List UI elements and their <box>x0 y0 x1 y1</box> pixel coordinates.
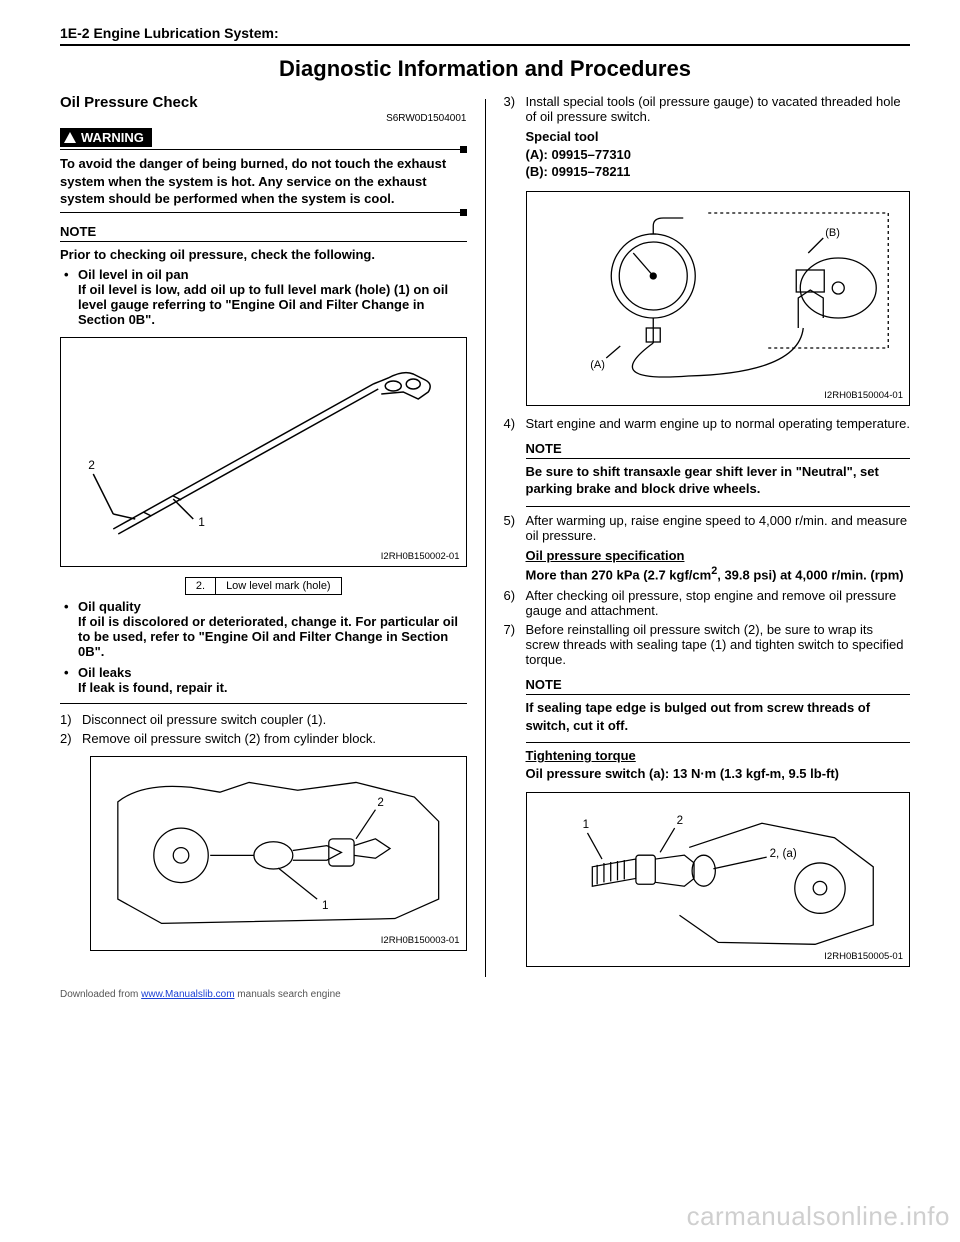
special-tool-block: Special tool (A): 09915–77310 (B): 09915… <box>504 128 911 181</box>
bullet-head: Oil quality <box>78 599 141 614</box>
step-num: 5) <box>504 513 526 543</box>
gauge-svg: (A) (B) <box>533 198 904 393</box>
step-num: 2) <box>60 731 82 746</box>
footer-left-post: manuals search engine <box>235 989 341 1000</box>
column-separator <box>485 99 486 977</box>
step: 5) After warming up, raise engine speed … <box>504 513 911 543</box>
figure-id: I2RH0B150002-01 <box>381 551 460 562</box>
step-num: 6) <box>504 588 526 618</box>
note-text: Be sure to shift transaxle gear shift le… <box>526 463 911 498</box>
torque-body: Oil pressure switch (a): 13 N·m (1.3 kgf… <box>526 765 911 783</box>
oil-spec-block: Oil pressure specification More than 270… <box>504 547 911 584</box>
note-head: NOTE <box>526 677 911 695</box>
figure-switch-tape: 1 2 2, (a) I2RH0B150005-01 <box>526 792 911 967</box>
caption-t: Low level mark (hole) <box>216 578 342 595</box>
special-tool-b: (B): 09915–78211 <box>526 163 911 181</box>
footer-link[interactable]: www.Manualslib.com <box>141 989 234 1000</box>
warning-label: WARNING <box>60 128 152 147</box>
note-head: NOTE <box>60 224 467 242</box>
page-footer: Downloaded from www.Manualslib.com manua… <box>0 987 960 1004</box>
step-text: Start engine and warm engine up to norma… <box>526 416 911 431</box>
oil-spec-body: More than 270 kPa (2.7 kgf/cm2, 39.8 psi… <box>526 564 911 584</box>
step-num: 4) <box>504 416 526 431</box>
step-text: After warming up, raise engine speed to … <box>526 513 911 543</box>
step-num: 3) <box>504 94 526 124</box>
fig4-label-1: 1 <box>582 818 588 831</box>
main-title: Diagnostic Information and Procedures <box>60 56 910 82</box>
warning-icon <box>64 132 76 143</box>
warning-text: To avoid the danger of being burned, do … <box>60 155 467 208</box>
rule <box>60 212 467 214</box>
footer-left-pre: Downloaded from <box>60 989 141 1000</box>
torque-head: Tightening torque <box>526 748 636 763</box>
step: 4) Start engine and warm engine up to no… <box>504 416 911 431</box>
list-item: Oil level in oil pan If oil level is low… <box>78 267 467 327</box>
figure-caption: 2. Low level mark (hole) <box>60 577 467 595</box>
bullet-list: Oil level in oil pan If oil level is low… <box>60 267 467 327</box>
step-text: Install special tools (oil pressure gaug… <box>526 94 911 124</box>
dipstick-svg: 2 1 <box>67 344 460 554</box>
step-text: Disconnect oil pressure switch coupler (… <box>82 712 467 727</box>
list-item: Oil leaks If leak is found, repair it. <box>78 665 467 695</box>
figure-id: I2RH0B150003-01 <box>381 935 460 946</box>
fig4-label-2a: 2, (a) <box>769 847 796 860</box>
page: 1E-2 Engine Lubrication System: Diagnost… <box>0 0 960 987</box>
bullet-body: If leak is found, repair it. <box>78 680 228 695</box>
fig2-label-2: 2 <box>377 796 383 809</box>
note-block-2: NOTE If sealing tape edge is bulged out … <box>504 677 911 743</box>
bullet-head: Oil leaks <box>78 665 131 680</box>
step: 6) After checking oil pressure, stop eng… <box>504 588 911 618</box>
step-num: 7) <box>504 622 526 667</box>
step-text: Remove oil pressure switch (2) from cyli… <box>82 731 467 746</box>
doc-id: S6RW0D1504001 <box>60 113 467 124</box>
oil-spec-head: Oil pressure specification <box>526 548 685 563</box>
fig3-label-b: (B) <box>825 227 840 239</box>
oil-pressure-check-title: Oil Pressure Check <box>60 94 467 111</box>
note-text: If sealing tape edge is bulged out from … <box>526 699 911 734</box>
spec-pre: More than 270 kPa (2.7 kgf/cm <box>526 568 712 583</box>
bullet-body: If oil level is low, add oil up to full … <box>78 282 448 327</box>
spec-post: , 39.8 psi) at 4,000 r/min. (rpm) <box>717 568 903 583</box>
special-tool-head: Special tool <box>526 128 911 146</box>
fig4-label-2: 2 <box>676 815 682 828</box>
right-column: 3) Install special tools (oil pressure g… <box>504 94 911 977</box>
step: 1) Disconnect oil pressure switch couple… <box>60 712 467 727</box>
figure-id: I2RH0B150004-01 <box>824 390 903 401</box>
fig1-label-2: 2 <box>88 458 95 472</box>
torque-block: Tightening torque Oil pressure switch (a… <box>504 747 911 782</box>
note-head: NOTE <box>526 441 911 459</box>
two-columns: Oil Pressure Check S6RW0D1504001 WARNING… <box>60 94 910 977</box>
caption-n: 2. <box>185 578 215 595</box>
figure-id: I2RH0B150005-01 <box>824 951 903 962</box>
left-column: Oil Pressure Check S6RW0D1504001 WARNING… <box>60 94 467 977</box>
step-text: Before reinstalling oil pressure switch … <box>526 622 911 667</box>
bullet-body: If oil is discolored or deteriorated, ch… <box>78 614 458 659</box>
step: 7) Before reinstalling oil pressure swit… <box>504 622 911 667</box>
note-intro: Prior to checking oil pressure, check th… <box>60 246 467 264</box>
fig3-label-a: (A) <box>590 359 605 371</box>
section-header: 1E-2 Engine Lubrication System: <box>60 25 910 46</box>
bullet-head: Oil level in oil pan <box>78 267 189 282</box>
fig1-label-1: 1 <box>198 515 205 529</box>
list-item: Oil quality If oil is discolored or dete… <box>78 599 467 659</box>
bullet-list: Oil quality If oil is discolored or dete… <box>60 599 467 695</box>
note-block: NOTE Be sure to shift transaxle gear shi… <box>504 441 911 507</box>
warning-label-text: WARNING <box>81 130 144 145</box>
tape-svg: 1 2 2, (a) <box>533 799 904 954</box>
step: 2) Remove oil pressure switch (2) from c… <box>60 731 467 746</box>
fig2-label-1: 1 <box>322 899 328 912</box>
watermark: carmanualsonline.info <box>687 1201 950 1232</box>
special-tool-a: (A): 09915–77310 <box>526 146 911 164</box>
switch-svg: 1 2 <box>97 763 460 938</box>
rule <box>60 149 467 151</box>
step-num: 1) <box>60 712 82 727</box>
figure-gauge: (A) (B) I2RH0B150004-01 <box>526 191 911 406</box>
step-text: After checking oil pressure, stop engine… <box>526 588 911 618</box>
rule <box>526 742 911 743</box>
step: 3) Install special tools (oil pressure g… <box>504 94 911 124</box>
figure-dipstick: 2 1 I2RH0B150002-01 <box>60 337 467 567</box>
figure-switch-block: 1 2 I2RH0B150003-01 <box>90 756 467 951</box>
footer-left: Downloaded from www.Manualslib.com manua… <box>60 989 341 1000</box>
